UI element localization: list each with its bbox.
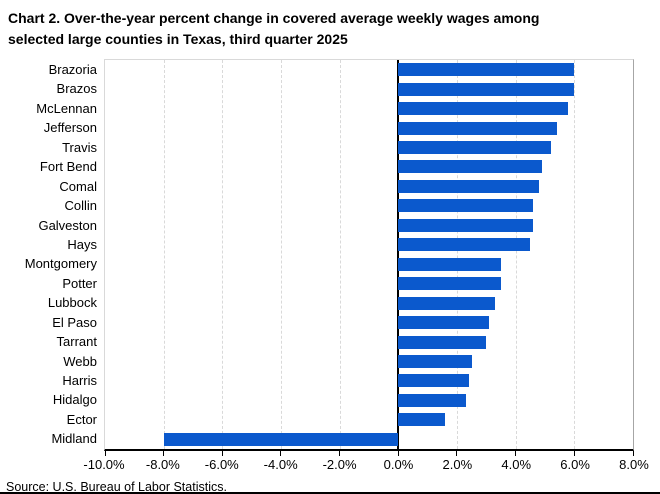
axis-tick [515, 451, 517, 456]
plot-area [104, 59, 634, 456]
x-tick-label: -6.0% [204, 457, 239, 472]
x-tick-label: -8.0% [145, 457, 180, 472]
bar-lubbock [398, 296, 496, 310]
chart-title-line1: Chart 2. Over-the-year percent change in… [8, 10, 540, 26]
x-tick-label: 6.0% [560, 457, 590, 472]
category-label-hays: Hays [67, 236, 97, 252]
category-label-fort-bend: Fort Bend [39, 159, 97, 175]
gridline [457, 60, 458, 449]
bar-hays [398, 238, 531, 252]
gridline [574, 60, 576, 449]
bar-galveston [398, 218, 534, 232]
category-label-comal: Comal [59, 178, 97, 194]
bar-travis [398, 141, 551, 155]
plot-wrap: -10.0% -8.0% -6.0% -4.0% -2.0% 0.0% 2.0% 4.0% 6.… [83, 59, 649, 474]
bar-webb [398, 354, 472, 368]
category-label-midland: Midland [51, 431, 97, 447]
category-label-tarrant: Tarrant [56, 334, 97, 350]
bar-jefferson [398, 121, 557, 135]
source-note: Source: U.S. Bureau of Labor Statistics. [6, 480, 227, 494]
gridline [222, 60, 224, 449]
gridline [339, 60, 341, 449]
gridline [515, 60, 517, 449]
x-tick-label: 4.0% [501, 457, 532, 472]
bar-brazoria [398, 63, 575, 77]
axis-tick [573, 451, 575, 456]
category-label-montgomery: Montgomery [24, 256, 97, 272]
axis-tick [632, 451, 634, 456]
chart-title-line2: selected large counties in Texas, third … [8, 31, 348, 47]
category-label-brazos: Brazos [56, 81, 97, 97]
category-label-ector: Ector [66, 411, 97, 427]
category-label-collin: Collin [64, 198, 97, 214]
chart-title: Chart 2. Over-the-year percent change in… [0, 0, 660, 50]
axis-tick [104, 451, 106, 456]
bar-comal [398, 179, 540, 193]
chart-body: Brazoria Brazos McLennan Jefferson Travis For… [0, 59, 660, 474]
category-label-el-paso: El Paso [52, 314, 97, 330]
x-tick-label: 0.0% [383, 457, 414, 472]
category-label-potter: Potter [62, 275, 97, 291]
y-axis-labels: Brazoria Brazos McLennan Jefferson Travis For… [0, 59, 104, 474]
x-tick-label: -10.0% [83, 457, 125, 472]
bar-ector [398, 413, 446, 427]
category-label-brazoria: Brazoria [48, 62, 97, 77]
category-label-travis: Travis [62, 139, 97, 155]
x-tick-label: 8.0% [619, 457, 649, 472]
category-label-lubbock: Lubbock [47, 295, 97, 311]
category-label-jefferson: Jefferson [43, 120, 97, 136]
bar-montgomery [398, 257, 501, 271]
bar-harris [398, 374, 469, 388]
category-label-webb: Webb [63, 353, 97, 369]
x-tick-label: 2.0% [442, 457, 473, 472]
axis-tick [280, 451, 282, 456]
axis-tick [397, 451, 399, 456]
category-label-hidalgo: Hidalgo [52, 392, 97, 408]
bar-brazos [398, 82, 575, 96]
category-label-mclennan: McLennan [36, 100, 97, 116]
bar-midland [163, 432, 399, 446]
bar-hidalgo [398, 393, 466, 407]
axis-tick [456, 451, 458, 456]
x-tick-label: -4.0% [263, 457, 298, 472]
bar-el-paso [398, 316, 490, 330]
axis-tick [339, 451, 341, 456]
zero-axis-line [397, 60, 400, 449]
gridline [281, 60, 282, 449]
bar-tarrant [398, 335, 487, 349]
x-axis-labels: -10.0% -8.0% -6.0% -4.0% -2.0% 0.0% 2.0% 4.0% 6.… [83, 457, 648, 474]
bar-fort-bend [398, 160, 543, 174]
x-tick-label: -2.0% [322, 457, 357, 472]
bar-mclennan [398, 102, 569, 116]
category-label-harris: Harris [62, 373, 97, 388]
bar-collin [398, 199, 534, 213]
gridline [163, 60, 165, 449]
axis-tick [221, 451, 223, 456]
axis-tick [163, 451, 165, 456]
category-label-galveston: Galveston [38, 217, 97, 233]
bar-potter [398, 277, 501, 291]
